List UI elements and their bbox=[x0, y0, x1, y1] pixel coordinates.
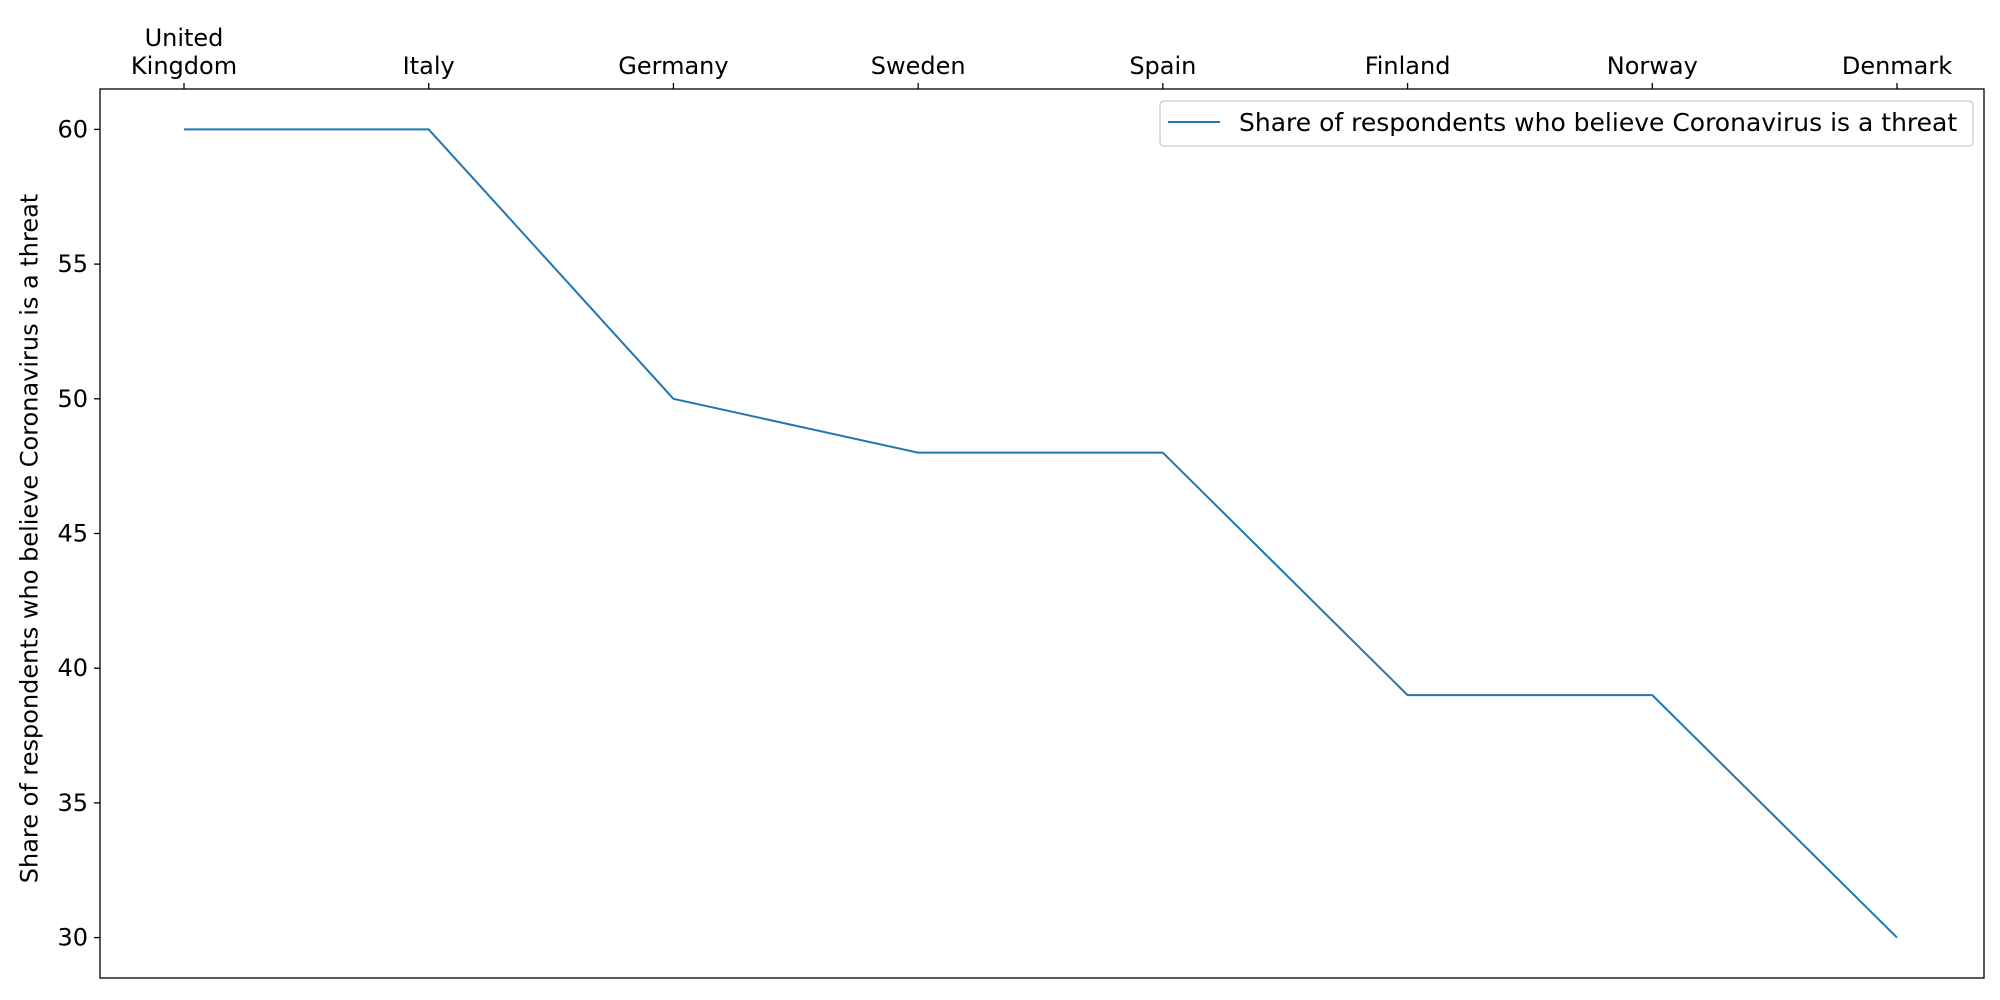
y-tick-label: 45 bbox=[57, 520, 88, 548]
x-axis-ticks: United Kingdom Italy Germany Sweden Spain Finl… bbox=[131, 24, 1952, 89]
y-axis-ticks: 30 35 40 45 50 55 60 bbox=[57, 115, 100, 952]
series-lines bbox=[183, 128, 1898, 939]
y-tick-label: 40 bbox=[57, 654, 88, 682]
y-tick-label: 50 bbox=[57, 385, 88, 413]
series-line bbox=[184, 128, 1898, 939]
y-tick-label: 60 bbox=[57, 115, 88, 143]
plot-frame bbox=[99, 88, 1985, 979]
x-tick-label: Sweden bbox=[871, 52, 966, 80]
x-tick-label: Italy bbox=[403, 52, 455, 80]
x-tick-label: United Kingdom bbox=[131, 24, 237, 80]
x-tick-label: Denmark bbox=[1842, 52, 1952, 80]
legend-label: Share of respondents who believe Coronav… bbox=[1239, 108, 1957, 137]
x-tick-label: Norway bbox=[1607, 52, 1698, 80]
y-tick-label: 30 bbox=[57, 924, 88, 952]
x-tick-label: Finland bbox=[1365, 52, 1451, 80]
y-axis-title: Share of respondents who believe Coronav… bbox=[16, 194, 44, 883]
y-tick-label: 35 bbox=[57, 789, 88, 817]
legend-box bbox=[1159, 100, 1974, 147]
y-tick-label: 55 bbox=[57, 250, 88, 278]
legend: Share of respondents who believe Coronav… bbox=[1159, 100, 1974, 147]
x-tick-label: Germany bbox=[618, 52, 728, 80]
x-tick-label: Spain bbox=[1129, 52, 1196, 80]
